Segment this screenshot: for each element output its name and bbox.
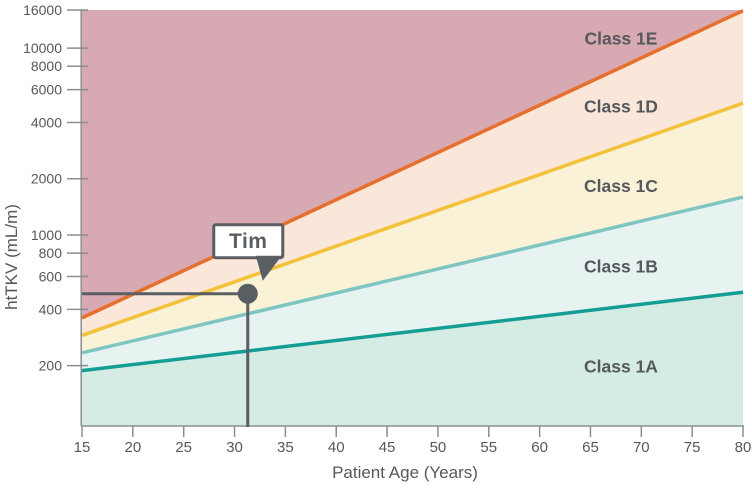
x-tick-label: 80 (735, 439, 752, 456)
x-axis-title: Patient Age (Years) (332, 463, 478, 482)
x-tick-label: 25 (175, 439, 192, 456)
x-tick-label: 55 (480, 439, 497, 456)
class-label-class-1e: Class 1E (584, 29, 657, 49)
class-labels: Class 1E Class 1D Class 1C Class 1B Class 1A (584, 29, 658, 377)
y-tick-label: 10000 (23, 40, 62, 56)
class-label-class-1b: Class 1B (584, 256, 658, 276)
y-tick-label: 400 (39, 301, 63, 317)
y-tick-label: 1000 (31, 227, 62, 243)
y-tick-label: 8000 (31, 58, 62, 74)
y-tick-label: 16000 (23, 2, 62, 18)
marker-dot (237, 283, 258, 304)
marker-label: Tim (229, 230, 267, 253)
y-tick-label: 2000 (31, 171, 62, 187)
y-axis-title: htTKV (mL/m) (2, 204, 21, 310)
x-tick-label: 30 (226, 439, 243, 456)
x-tick-label: 70 (633, 439, 650, 456)
patient-marker: Tim (82, 223, 285, 427)
x-tick-label: 75 (684, 439, 701, 456)
x-tick-label: 45 (379, 439, 396, 456)
y-tick-label: 600 (39, 268, 63, 284)
class-label-class-1c: Class 1C (584, 176, 658, 196)
boundary-1d-1e (81, 9, 744, 320)
x-tick-label: 20 (125, 439, 142, 456)
axes: 200 400 600 800 1000 2000 4000 6000 8000 10000 160… (23, 2, 751, 456)
marker-callout-box (212, 223, 285, 260)
y-tick-label: 800 (39, 245, 63, 261)
y-tick-label: 4000 (31, 114, 62, 130)
marker-callout-pointer (255, 255, 282, 281)
class-boundary-lines (81, 9, 744, 373)
x-tick-label: 50 (430, 439, 447, 456)
boundary-1b-1c (81, 195, 744, 355)
x-tick-label: 15 (74, 439, 91, 456)
x-tick-label: 35 (277, 439, 294, 456)
x-tick-label: 65 (582, 439, 599, 456)
y-tick-label: 6000 (31, 82, 62, 98)
x-tick-label: 60 (531, 439, 548, 456)
boundary-1a-1b (81, 290, 744, 373)
boundary-1c-1d (81, 101, 744, 338)
y-tick-label: 200 (39, 358, 63, 374)
class-label-class-1a: Class 1A (584, 356, 658, 376)
class-label-class-1d: Class 1D (584, 97, 658, 117)
x-tick-label: 40 (328, 439, 345, 456)
